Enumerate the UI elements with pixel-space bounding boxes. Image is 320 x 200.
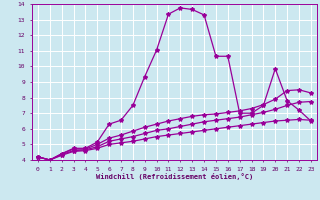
X-axis label: Windchill (Refroidissement éolien,°C): Windchill (Refroidissement éolien,°C) xyxy=(96,173,253,180)
